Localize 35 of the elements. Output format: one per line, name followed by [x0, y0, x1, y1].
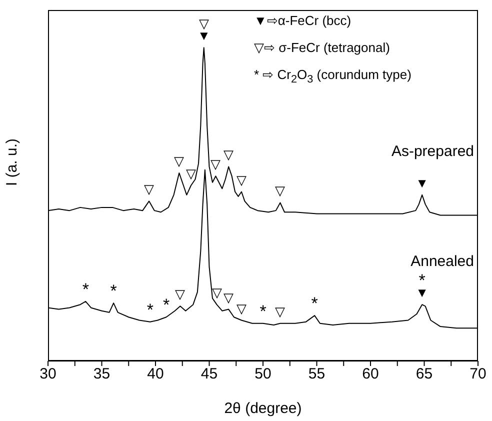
x-tick-label: 30	[40, 366, 56, 383]
annotation: ▽	[186, 166, 196, 181]
x-tick-label: 55	[308, 366, 326, 383]
annotation: ▽	[236, 300, 246, 316]
annotation: ▽	[144, 182, 154, 197]
text: ▼⇨α-FeCr (bcc)	[254, 13, 352, 28]
x-tick-label: 65	[416, 366, 433, 383]
x-axis-title: 2θ (degree)	[224, 400, 302, 417]
y-axis-title: I (a. u.)	[4, 138, 20, 186]
annotation: *	[146, 300, 154, 320]
x-tick-label: 35	[93, 366, 110, 383]
annotation: ▽	[224, 290, 234, 305]
text: As-prepared	[391, 142, 474, 160]
x-tick-label: 40	[147, 366, 164, 383]
x-tick-label: 45	[200, 366, 218, 383]
x-tick-label: 50	[254, 366, 272, 383]
annotation: ▼	[416, 175, 429, 190]
annotation: *	[110, 282, 118, 301]
x-tick-label: 60	[362, 366, 379, 383]
annotation: *	[162, 296, 170, 315]
x-tick-label: 70	[470, 366, 486, 383]
annotation: ▽	[224, 147, 234, 162]
annotation: ▽	[175, 286, 186, 302]
annotation: ▽	[275, 183, 286, 198]
annotation: * ⇨ Cr$_{2}$O$_{3}$ (corundum type)	[254, 67, 412, 86]
annotation: *	[82, 280, 90, 299]
annotation: *	[311, 294, 318, 314]
annotation: ▽	[210, 156, 221, 172]
annotation: ▽	[275, 304, 286, 319]
text: Annealed	[410, 252, 474, 270]
annotation: ▽	[212, 285, 222, 300]
annotation: ▽⇨ σ-FeCr (tetragonal)	[254, 40, 390, 55]
annotation: ▽	[174, 153, 184, 168]
annotation: *	[260, 302, 267, 321]
annotation: ▽	[236, 172, 246, 188]
